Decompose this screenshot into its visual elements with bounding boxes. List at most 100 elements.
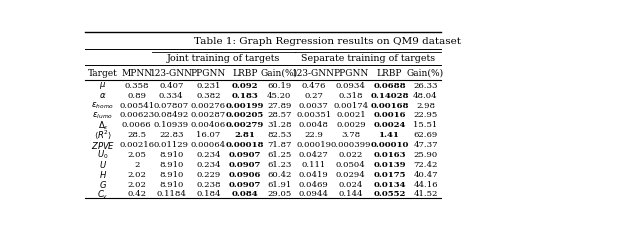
Text: MPNN: MPNN (121, 69, 152, 78)
Text: 0.234: 0.234 (196, 150, 221, 158)
Text: $\langle R^2\rangle$: $\langle R^2\rangle$ (94, 128, 112, 141)
Text: 2.98: 2.98 (416, 101, 435, 109)
Text: 0.10939: 0.10939 (154, 121, 189, 129)
Text: 47.37: 47.37 (413, 141, 438, 148)
Text: 0.14028: 0.14028 (371, 91, 409, 99)
Text: 0.234: 0.234 (196, 160, 221, 168)
Text: Gain(%): Gain(%) (260, 69, 298, 78)
Text: 0.382: 0.382 (196, 91, 221, 99)
Text: 29.05: 29.05 (267, 190, 291, 197)
Text: 61.91: 61.91 (267, 180, 291, 188)
Text: 0.0427: 0.0427 (299, 150, 328, 158)
Text: 0.0021: 0.0021 (336, 111, 365, 119)
Text: 0.0175: 0.0175 (373, 170, 406, 178)
Text: 0.08492: 0.08492 (154, 111, 189, 119)
Text: 0.407: 0.407 (159, 81, 184, 89)
Text: 0.092: 0.092 (232, 81, 259, 89)
Text: 0.0504: 0.0504 (336, 160, 365, 168)
Text: 0.0688: 0.0688 (373, 81, 406, 89)
Text: Gain(%): Gain(%) (407, 69, 444, 78)
Text: 0.0906: 0.0906 (229, 170, 261, 178)
Text: 0.00216: 0.00216 (119, 141, 154, 148)
Text: 0.00174: 0.00174 (333, 101, 369, 109)
Text: 60.42: 60.42 (267, 170, 291, 178)
Text: 0.0419: 0.0419 (299, 170, 328, 178)
Text: 0.0139: 0.0139 (373, 160, 406, 168)
Text: 40.47: 40.47 (413, 170, 438, 178)
Text: 0.084: 0.084 (232, 190, 259, 197)
Text: 0.0944: 0.0944 (299, 190, 328, 197)
Text: 62.69: 62.69 (413, 131, 438, 139)
Text: 0.00199: 0.00199 (226, 101, 264, 109)
Text: 31.28: 31.28 (267, 121, 291, 129)
Text: 16.07: 16.07 (196, 131, 221, 139)
Text: 22.83: 22.83 (159, 131, 184, 139)
Text: 0.000399: 0.000399 (331, 141, 371, 148)
Text: LRBP: LRBP (232, 69, 258, 78)
Text: 22.95: 22.95 (413, 111, 438, 119)
Text: 0.0934: 0.0934 (336, 81, 365, 89)
Text: 0.00287: 0.00287 (191, 111, 226, 119)
Text: 82.53: 82.53 (267, 131, 291, 139)
Text: 0.0037: 0.0037 (299, 101, 328, 109)
Text: 45.20: 45.20 (267, 91, 291, 99)
Text: 0.89: 0.89 (127, 91, 147, 99)
Text: $U_0$: $U_0$ (97, 148, 109, 160)
Text: 0.00019: 0.00019 (296, 141, 331, 148)
Text: 0.022: 0.022 (339, 150, 363, 158)
Text: 0.00010: 0.00010 (371, 141, 409, 148)
Text: 0.0294: 0.0294 (336, 170, 365, 178)
Text: 71.87: 71.87 (267, 141, 291, 148)
Text: 72.42: 72.42 (413, 160, 438, 168)
Text: 0.0134: 0.0134 (373, 180, 406, 188)
Text: 0.0024: 0.0024 (373, 121, 406, 129)
Text: 0.00276: 0.00276 (191, 101, 226, 109)
Text: 0.07807: 0.07807 (154, 101, 189, 109)
Text: 60.19: 60.19 (267, 81, 291, 89)
Text: 61.25: 61.25 (267, 150, 291, 158)
Text: 123-GNN: 123-GNN (292, 69, 335, 78)
Text: 0.00351: 0.00351 (296, 111, 331, 119)
Text: LRBP: LRBP (377, 69, 403, 78)
Text: 0.00623: 0.00623 (119, 111, 154, 119)
Text: 8.910: 8.910 (159, 180, 184, 188)
Text: 2.02: 2.02 (127, 180, 146, 188)
Text: 8.910: 8.910 (159, 150, 184, 158)
Text: 0.00279: 0.00279 (226, 121, 264, 129)
Text: 0.0469: 0.0469 (299, 180, 328, 188)
Text: $\Delta_{\epsilon}$: $\Delta_{\epsilon}$ (98, 118, 109, 131)
Text: 2.05: 2.05 (127, 150, 146, 158)
Text: $\mu$: $\mu$ (99, 80, 107, 91)
Text: 0.0016: 0.0016 (373, 111, 406, 119)
Text: 0.1184: 0.1184 (156, 190, 186, 197)
Text: $\epsilon_{lumo}$: $\epsilon_{lumo}$ (93, 110, 114, 120)
Text: 0.334: 0.334 (159, 91, 184, 99)
Text: 0.0552: 0.0552 (373, 190, 406, 197)
Text: 0.231: 0.231 (196, 81, 221, 89)
Text: PPGNN: PPGNN (191, 69, 226, 78)
Text: 0.183: 0.183 (232, 91, 259, 99)
Text: PPGNN: PPGNN (333, 69, 369, 78)
Text: 0.27: 0.27 (304, 91, 323, 99)
Text: 0.0907: 0.0907 (229, 150, 261, 158)
Text: $U$: $U$ (99, 159, 107, 170)
Text: 22.9: 22.9 (304, 131, 323, 139)
Text: $\epsilon_{homo}$: $\epsilon_{homo}$ (92, 100, 115, 110)
Text: Separate training of targets: Separate training of targets (301, 53, 435, 62)
Text: 0.111: 0.111 (301, 160, 326, 168)
Text: 2.02: 2.02 (127, 170, 146, 178)
Text: 0.229: 0.229 (196, 170, 221, 178)
Text: Table 1: Graph Regression results on QM9 dataset: Table 1: Graph Regression results on QM9… (195, 37, 461, 46)
Text: 8.910: 8.910 (159, 160, 184, 168)
Text: 25.90: 25.90 (413, 150, 438, 158)
Text: 0.00064: 0.00064 (191, 141, 226, 148)
Text: 0.144: 0.144 (339, 190, 363, 197)
Text: 0.00541: 0.00541 (119, 101, 154, 109)
Text: 2: 2 (134, 160, 140, 168)
Text: 0.0163: 0.0163 (373, 150, 406, 158)
Text: 0.0029: 0.0029 (336, 121, 365, 129)
Text: 123-GNN: 123-GNN (150, 69, 193, 78)
Text: 0.00406: 0.00406 (191, 121, 226, 129)
Text: 0.01129: 0.01129 (154, 141, 189, 148)
Text: 0.0907: 0.0907 (229, 160, 261, 168)
